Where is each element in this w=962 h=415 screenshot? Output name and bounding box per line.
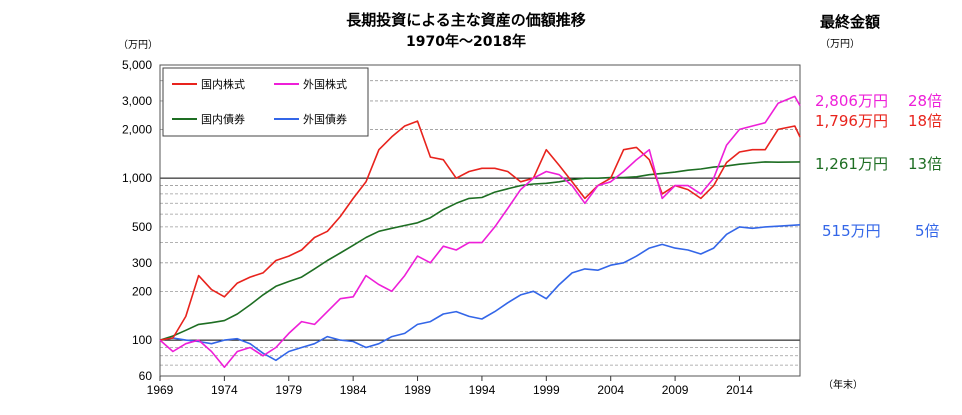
summary-multiple-foreign-bond: 5倍 <box>915 222 940 240</box>
summary-value-foreign-bond: 515万円 <box>822 222 881 240</box>
x-axis-ticks: 1969 1974 1979 1984 1989 1994 1999 2004 2009 2014 <box>147 376 753 397</box>
summary-multiple-foreign-stock: 28倍 <box>908 92 942 110</box>
y-tick-1000: 1,000 <box>122 171 152 185</box>
chart-title: 長期投資による主な資産の価額推移 <box>346 11 586 29</box>
x-tick-2009: 2009 <box>662 383 689 397</box>
summary-value-domestic-stock: 1,796万円 <box>815 112 888 130</box>
x-tick-1999: 1999 <box>533 383 560 397</box>
y-tick-2000: 2,000 <box>122 122 152 136</box>
legend-label-domestic-stock: 国内株式 <box>201 77 245 91</box>
legend-label-foreign-bond: 外国債券 <box>303 112 347 126</box>
series-line-foreign-stock <box>159 95 801 368</box>
x-tick-2014: 2014 <box>726 383 753 397</box>
summary-header: 最終金額 <box>820 13 880 31</box>
x-tick-1989: 1989 <box>404 383 431 397</box>
y-tick-3000: 3,000 <box>122 94 152 108</box>
final-values-panel: 最終金額 （万円） 2,806万円 28倍 1,796万円 18倍 1,261万… <box>815 13 942 240</box>
y-tick-500: 500 <box>132 220 152 234</box>
legend: 国内株式 外国株式 国内債券 外国債券 <box>162 67 369 137</box>
summary-multiple-domestic-bond: 13倍 <box>908 155 942 173</box>
x-tick-1984: 1984 <box>340 383 367 397</box>
summary-value-domestic-bond: 1,261万円 <box>815 155 888 173</box>
x-tick-1969: 1969 <box>147 383 174 397</box>
series-line-domestic-bond <box>159 161 801 341</box>
plot-frame <box>159 64 801 377</box>
y-tick-200: 200 <box>132 284 152 298</box>
x-tick-1994: 1994 <box>469 383 496 397</box>
summary-unit: （万円） <box>820 38 860 50</box>
x-tick-1979: 1979 <box>275 383 302 397</box>
series-lines <box>159 95 801 368</box>
x-tick-2004: 2004 <box>597 383 624 397</box>
x-tick-1974: 1974 <box>211 383 238 397</box>
legend-box <box>162 67 369 137</box>
summary-value-foreign-stock: 2,806万円 <box>815 92 888 110</box>
chart-subtitle: 1970年～2018年 <box>406 33 526 50</box>
y-axis-unit: （万円） <box>118 39 158 51</box>
series-line-domestic-stock <box>159 120 801 341</box>
y-axis-ticks: 60 100 200 300 500 1,000 2,000 3,000 5,000 <box>122 58 152 383</box>
summary-multiple-domestic-stock: 18倍 <box>908 112 942 130</box>
y-tick-300: 300 <box>132 256 152 270</box>
legend-label-domestic-bond: 国内債券 <box>201 112 245 126</box>
y-tick-5000: 5,000 <box>122 58 152 72</box>
y-tick-60: 60 <box>139 369 153 383</box>
x-axis-unit: （年末） <box>823 378 863 391</box>
y-tick-100: 100 <box>132 333 152 347</box>
legend-label-foreign-stock: 外国株式 <box>303 77 347 91</box>
